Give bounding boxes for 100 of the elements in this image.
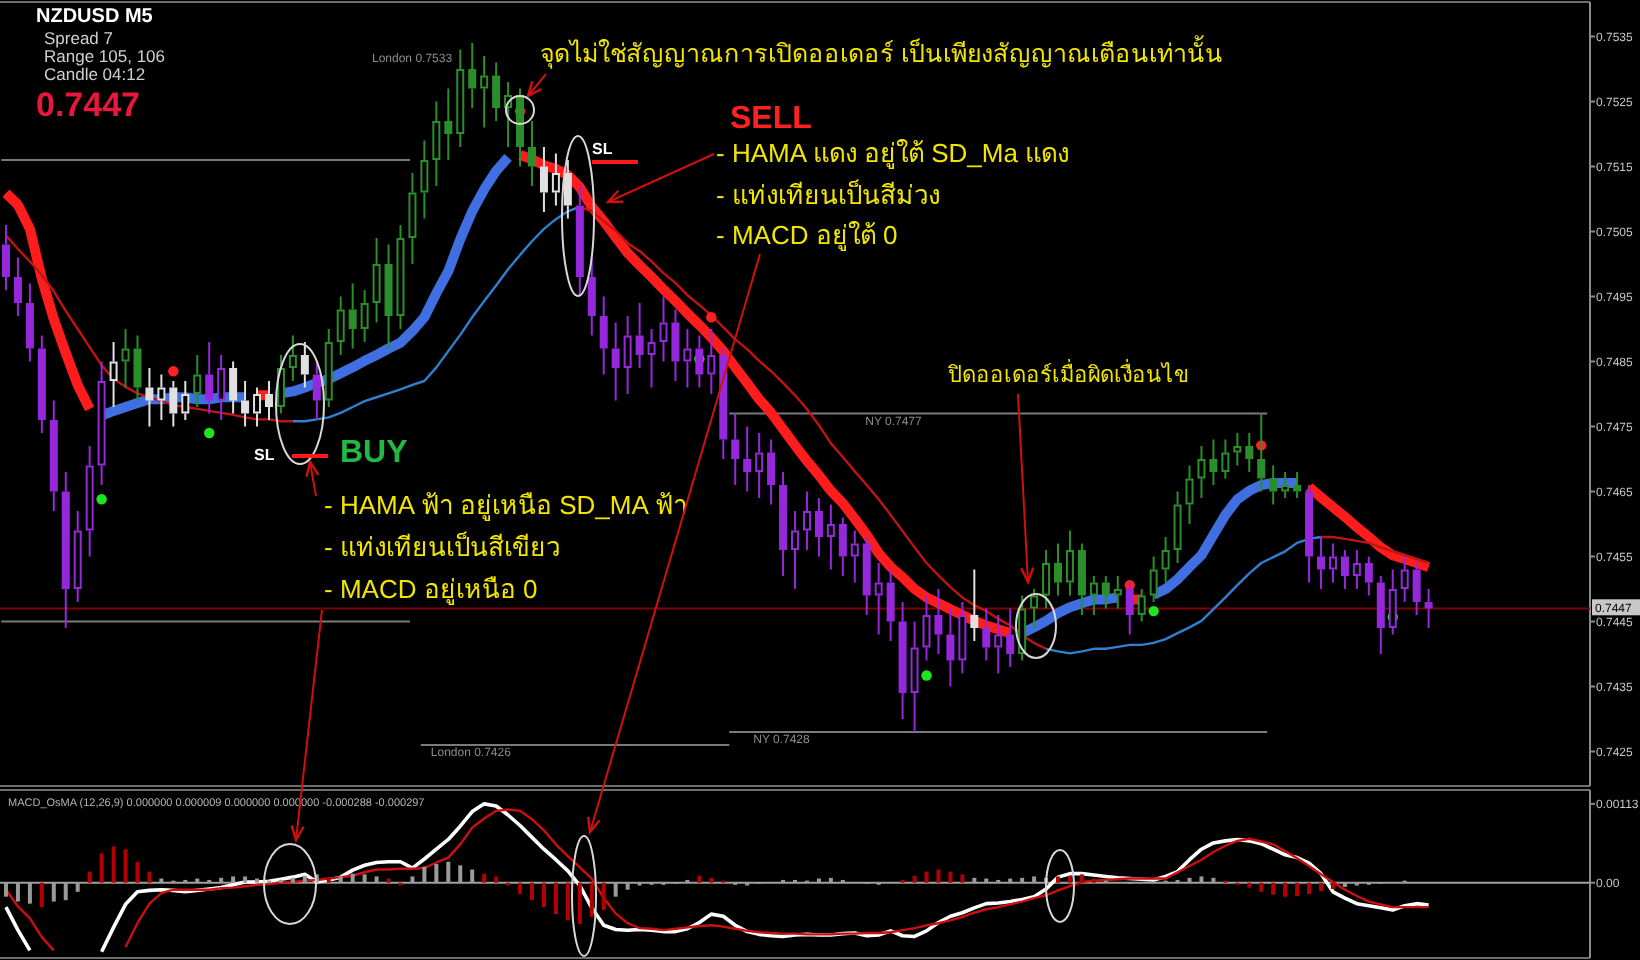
candlestick — [814, 497, 823, 558]
candlestick — [264, 380, 273, 421]
candlestick — [647, 328, 656, 389]
bar — [1247, 882, 1252, 888]
candlestick — [874, 562, 883, 636]
candlestick — [1054, 542, 1063, 597]
candlestick — [1209, 438, 1218, 486]
candlestick — [659, 295, 668, 363]
candlestick — [432, 100, 441, 187]
candlestick — [838, 516, 847, 577]
annotation: - HAMA แดง อยู่ใต้ SD_Ma แดง — [716, 138, 1070, 170]
annotation: Spread 7 — [44, 28, 114, 48]
candlestick — [1424, 588, 1433, 629]
candlestick — [1281, 471, 1290, 499]
candlestick — [1352, 549, 1361, 590]
candlestick — [336, 295, 345, 356]
candlestick — [85, 445, 94, 558]
candlestick — [25, 282, 34, 363]
candlestick — [767, 438, 776, 506]
candlestick — [1376, 575, 1385, 655]
candlestick — [1269, 464, 1278, 506]
candlestick — [1137, 588, 1146, 623]
bar — [1295, 882, 1300, 896]
candlestick — [779, 471, 788, 577]
candlestick — [13, 256, 22, 317]
bar — [541, 882, 546, 908]
candlestick — [492, 61, 501, 122]
candlestick — [1113, 575, 1122, 610]
bar — [709, 877, 714, 883]
bar — [243, 876, 248, 883]
candlestick — [707, 328, 716, 395]
candlestick — [575, 185, 584, 298]
candlestick — [1364, 555, 1373, 597]
annotation: - MACD อยู่ใต้ 0 — [716, 220, 898, 252]
point — [921, 670, 932, 681]
bar — [1056, 876, 1061, 883]
candlestick — [480, 55, 489, 129]
candlestick — [372, 237, 381, 324]
candlestick — [1221, 438, 1230, 480]
bar — [39, 882, 44, 908]
annotation: SL — [592, 140, 613, 158]
candlestick — [169, 380, 178, 428]
candlestick — [193, 354, 202, 408]
bar — [494, 876, 499, 883]
annotation: - แท่งเทียนเป็นสีเขียว — [324, 528, 560, 562]
candlestick — [731, 412, 740, 486]
candlestick — [1, 224, 10, 291]
candlestick — [1077, 542, 1086, 616]
candlestick — [360, 289, 369, 343]
candlestick — [1185, 464, 1194, 525]
bar — [1067, 875, 1072, 883]
candlestick — [229, 360, 238, 415]
candlestick — [1245, 432, 1254, 473]
candlestick — [587, 256, 596, 337]
candlestick — [719, 347, 728, 460]
candlestick — [1340, 549, 1349, 590]
bar — [1079, 874, 1084, 883]
candlestick — [958, 601, 967, 675]
candlestick — [611, 321, 620, 402]
candlestick — [420, 139, 429, 220]
candlestick — [444, 87, 453, 161]
bar — [936, 869, 941, 883]
candlestick — [599, 295, 608, 376]
bar — [326, 877, 331, 883]
candlestick — [1328, 542, 1337, 584]
bar — [577, 882, 582, 924]
candlestick — [527, 120, 536, 187]
candlestick — [61, 471, 70, 629]
candlestick — [1317, 536, 1326, 590]
candlestick — [910, 620, 919, 733]
candlestick — [217, 354, 226, 421]
bar — [123, 849, 128, 883]
annotation: จุดไม่ใช่สัญญาณการเปิดออเดอร์ เป็นเพียงสัญญาณเตือนเท่านั้น — [540, 34, 1223, 70]
candlestick — [791, 510, 799, 590]
candlestick — [1006, 607, 1015, 668]
candlestick — [551, 152, 560, 207]
bar — [1307, 882, 1312, 894]
annotation: - HAMA ฟ้า อยู่เหนือ SD_MA ฟ้า — [324, 490, 687, 522]
candlestick — [970, 568, 979, 642]
bar — [482, 873, 487, 883]
candlestick — [802, 490, 811, 551]
bar — [1271, 882, 1276, 895]
annotation: Candle 04:12 — [44, 64, 146, 84]
bar — [1330, 882, 1335, 889]
bar — [99, 853, 104, 883]
annotation: SL — [254, 446, 275, 464]
candlestick — [456, 48, 465, 148]
candlestick — [288, 334, 297, 382]
candlestick — [468, 42, 477, 109]
candlestick — [755, 432, 764, 499]
candlestick — [1233, 432, 1242, 467]
annotation: 0.7447 — [36, 86, 140, 124]
bar — [912, 875, 917, 883]
point — [1148, 605, 1159, 617]
candlestick — [109, 341, 118, 408]
bar — [1319, 882, 1324, 892]
candlestick — [73, 510, 82, 603]
candlestick — [97, 360, 106, 486]
candlestick — [1173, 490, 1182, 564]
candlestick — [982, 607, 991, 662]
